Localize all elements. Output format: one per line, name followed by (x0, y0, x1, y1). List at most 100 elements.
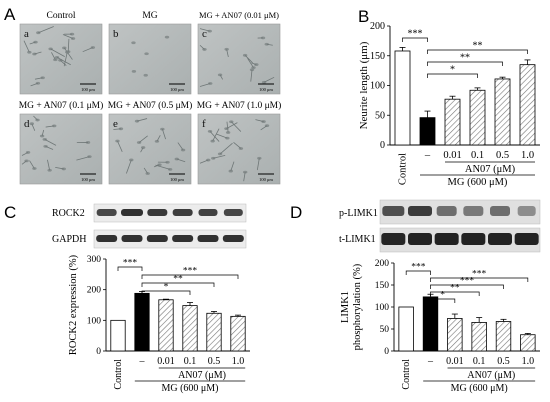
bar (422, 296, 439, 352)
blot-band (223, 209, 243, 216)
significance-bracket (402, 37, 428, 42)
bar (471, 321, 487, 352)
scale-bar-label: 100 μm (259, 177, 273, 182)
category-label: 0.5 (497, 356, 510, 367)
neurite (41, 129, 45, 137)
neurite (34, 51, 42, 55)
micrograph-image (108, 113, 192, 185)
micrograph-title: MG + AN07 (0.5 μM) (108, 100, 193, 111)
neurite (156, 135, 161, 142)
neurite (255, 119, 264, 122)
neurite (176, 158, 186, 163)
category-label: Control (398, 153, 409, 185)
panel-label-d: D (290, 203, 302, 222)
blot-label-rock2: ROCK2 (52, 208, 85, 219)
neurite (153, 164, 160, 168)
micrograph-title: MG + AN07 (0.1 μM) (19, 100, 104, 111)
scale-bar-label: 100 μm (259, 87, 273, 92)
neurite (138, 135, 148, 143)
neurite (266, 43, 273, 46)
bar (494, 78, 511, 146)
scale-bar-label: 100 μm (81, 177, 95, 182)
significance-label: * (440, 291, 445, 301)
panel-a-micrographs: Control a 100 μm MG b 100 μm MG + AN07 (0.01 μ… (19, 10, 281, 185)
blot-band (434, 233, 459, 245)
scale-bar-label: 100 μm (170, 177, 184, 182)
blot-band (121, 235, 143, 242)
significance-bracket (430, 291, 480, 296)
category-label: 0.5 (496, 150, 509, 161)
neurite (136, 118, 148, 122)
significance-bracket (405, 270, 431, 275)
y-tick-label: 0 (96, 347, 101, 357)
blot-band (490, 206, 510, 216)
bar (206, 312, 222, 352)
bar (158, 299, 174, 352)
category-label: 1.0 (522, 356, 535, 367)
neurite (45, 146, 54, 150)
blot-band (172, 209, 193, 216)
bar (230, 315, 246, 352)
bar (394, 50, 411, 146)
significance-bracket (141, 282, 215, 287)
blot-label-tlimk1: t-LIMK1 (339, 234, 376, 245)
micrograph-letter: a (24, 28, 29, 40)
neurite (143, 167, 149, 174)
neurite (219, 142, 233, 155)
neurite (47, 159, 51, 171)
an07-group-label: AN07 (μM) (465, 164, 516, 175)
neurite (125, 159, 132, 174)
neurite (38, 26, 54, 34)
neurite (21, 160, 27, 165)
neurite (199, 44, 205, 50)
panel-label-a: A (4, 5, 16, 24)
an07-group-label: AN07 (μM) (178, 370, 226, 381)
significance-label: ** (450, 284, 460, 294)
neurite (44, 139, 57, 146)
neurite (256, 158, 260, 171)
cell-body (144, 52, 149, 56)
neurite (67, 38, 70, 52)
bar (134, 292, 150, 352)
blot-strip-plimk1 (379, 199, 541, 225)
neurite (243, 172, 246, 182)
significance-bracket (117, 266, 143, 271)
bar (469, 89, 486, 146)
neurite (82, 47, 94, 53)
bar (182, 305, 198, 352)
y-tick-label: 200 (375, 259, 390, 269)
neurite (51, 52, 56, 60)
micrograph-letter: c (202, 28, 207, 40)
significance-bracket (430, 277, 529, 282)
mg-group-label: MG (600 μM) (448, 177, 508, 188)
category-label: 0.01 (157, 356, 175, 367)
neurite (177, 142, 184, 151)
blot-band (436, 206, 457, 216)
category-label: Control (401, 359, 412, 390)
bar (519, 64, 536, 146)
y-axis-label: phosphorylation (%) (352, 263, 363, 350)
neurite (76, 156, 90, 161)
neurite (247, 57, 254, 68)
blot-band (222, 235, 244, 242)
cell-body (69, 32, 75, 36)
panel-label-b: B (358, 7, 369, 26)
blot-label-gapdh: GAPDH (52, 234, 86, 245)
bar (110, 319, 126, 352)
blot-band (198, 209, 218, 216)
blot-band (172, 235, 194, 242)
blot-strip-rock2 (93, 203, 247, 223)
neurite (63, 52, 68, 67)
blot-band (463, 206, 484, 216)
neurite (33, 115, 38, 121)
panel-d-blots: p-LIMK1 t-LIMK1 (339, 199, 541, 253)
neurite (226, 49, 229, 58)
category-label: – (427, 356, 434, 367)
neurite (63, 47, 73, 60)
significance-label: * (450, 65, 455, 76)
y-axis-label: LIMK1 (340, 291, 351, 323)
significance-label: ** (460, 53, 470, 64)
